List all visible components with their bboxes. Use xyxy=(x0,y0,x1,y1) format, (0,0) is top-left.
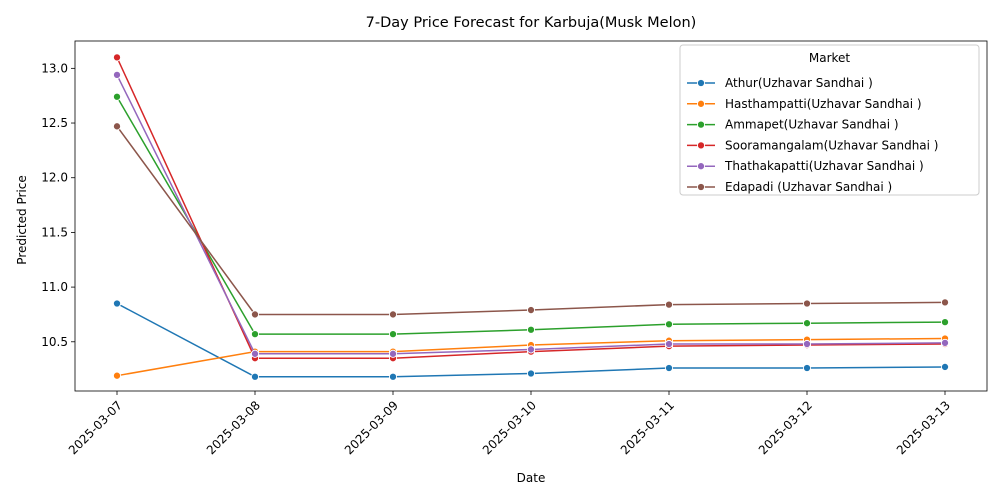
data-point xyxy=(526,325,536,334)
data-point xyxy=(112,70,122,79)
data-point xyxy=(802,339,812,349)
data-point xyxy=(664,320,674,329)
x-axis-title: Date xyxy=(517,471,546,485)
legend-entry: Sooramangalam(Uzhavar Sandhai ) xyxy=(687,138,939,152)
x-tick-label: 2025-03-09 xyxy=(342,398,401,457)
series-6 xyxy=(112,122,950,319)
legend-entry: Ammapet(Uzhavar Sandhai ) xyxy=(687,118,899,132)
series-3 xyxy=(112,92,950,339)
data-point xyxy=(526,345,536,354)
legend-entry: Athur(Uzhavar Sandhai ) xyxy=(687,76,873,90)
data-point xyxy=(250,349,260,358)
data-point xyxy=(526,369,536,378)
x-tick-label: 2025-03-07 xyxy=(66,398,125,457)
data-point xyxy=(802,319,812,328)
data-point xyxy=(388,310,398,319)
data-point xyxy=(940,318,950,327)
x-tick-label: 2025-03-11 xyxy=(618,398,677,457)
y-tick-label: 11.5 xyxy=(41,225,68,239)
data-point xyxy=(802,363,812,373)
legend-entry: Thathakapatti(Uzhavar Sandhai ) xyxy=(687,159,924,173)
data-point xyxy=(250,310,260,319)
data-point xyxy=(940,362,950,371)
legend-swatch-marker xyxy=(696,141,706,150)
data-point xyxy=(112,371,122,380)
legend-box xyxy=(679,44,980,196)
legend-label: Ammapet(Uzhavar Sandhai ) xyxy=(725,118,899,132)
y-tick-label: 11.0 xyxy=(41,280,68,294)
data-point xyxy=(664,300,674,309)
data-point xyxy=(388,372,398,381)
legend-label: Hasthampatti(Uzhavar Sandhai ) xyxy=(725,97,922,111)
x-tick-label: 2025-03-08 xyxy=(204,398,263,457)
data-point xyxy=(526,306,536,315)
legend-label: Athur(Uzhavar Sandhai ) xyxy=(725,76,873,90)
x-tick-label: 2025-03-13 xyxy=(894,398,953,457)
chart-title: 7-Day Price Forecast for Karbuja(Musk Me… xyxy=(366,15,697,31)
data-point xyxy=(112,53,122,62)
data-point xyxy=(112,299,122,308)
data-point xyxy=(664,339,674,349)
legend-entry: Hasthampatti(Uzhavar Sandhai ) xyxy=(687,97,922,111)
data-point xyxy=(250,372,260,381)
series-1 xyxy=(112,299,950,381)
data-point xyxy=(940,298,950,307)
legend-label: Thathakapatti(Uzhavar Sandhai ) xyxy=(724,159,924,173)
plot-area xyxy=(112,53,950,381)
y-tick-label: 10.5 xyxy=(41,335,68,349)
legend: Market Athur(Uzhavar Sandhai ) Hasthampatt… xyxy=(679,44,980,196)
legend-swatch-marker xyxy=(696,78,706,88)
series-5 xyxy=(112,70,950,358)
legend-title: Market xyxy=(809,51,851,65)
legend-swatch-marker xyxy=(696,162,706,171)
legend-label: Edapadi (Uzhavar Sandhai ) xyxy=(725,180,892,194)
y-tick-label: 12.5 xyxy=(41,116,68,130)
legend-swatch-marker xyxy=(696,120,706,129)
legend-entry: Edapadi (Uzhavar Sandhai ) xyxy=(687,180,892,194)
data-point xyxy=(940,338,950,347)
x-tick-label: 2025-03-10 xyxy=(480,398,539,457)
data-point xyxy=(112,92,122,101)
y-tick-label: 12.0 xyxy=(41,171,68,185)
legend-swatch-marker xyxy=(696,99,706,108)
data-point xyxy=(388,349,398,358)
data-point xyxy=(664,363,674,373)
legend-label: Sooramangalam(Uzhavar Sandhai ) xyxy=(725,138,939,152)
data-point xyxy=(802,299,812,308)
y-tick-label: 13.0 xyxy=(41,61,68,75)
x-tick-label: 2025-03-12 xyxy=(756,398,815,457)
data-point xyxy=(250,330,260,339)
legend-swatch-marker xyxy=(696,182,706,192)
y-axis-title: Predicted Price xyxy=(15,175,29,264)
data-point xyxy=(112,122,122,131)
data-point xyxy=(388,330,398,339)
